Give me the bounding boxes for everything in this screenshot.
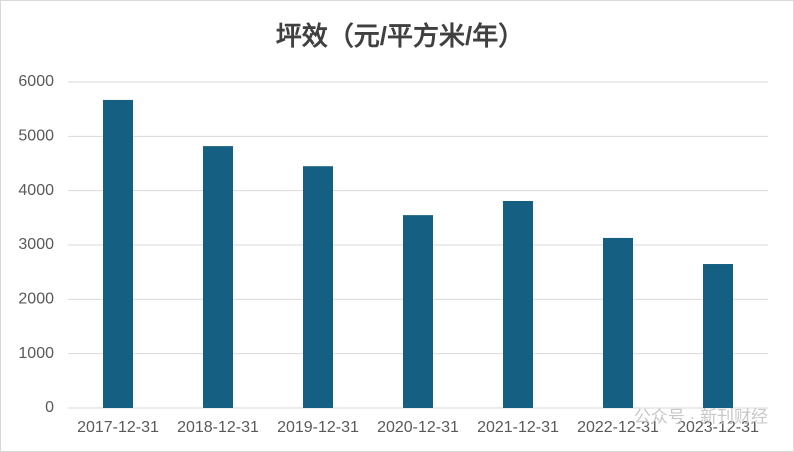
x-tick-label: 2017-12-31: [77, 419, 159, 436]
bar: [603, 237, 633, 408]
bar: [103, 99, 133, 409]
y-tick-label: 1000: [18, 345, 54, 362]
bar: [703, 264, 733, 408]
y-tick-label: 3000: [18, 236, 54, 253]
bar: [503, 200, 533, 408]
y-tick-label: 6000: [18, 73, 54, 90]
bar: [203, 146, 233, 408]
x-tick-label: 2020-12-31: [377, 419, 459, 436]
bar: [303, 166, 333, 408]
y-tick-label: 5000: [18, 128, 54, 145]
y-tick-label: 0: [45, 399, 54, 416]
x-tick-label: 2021-12-31: [477, 419, 559, 436]
x-tick-label: 2022-12-31: [577, 419, 659, 436]
x-tick-label: 2023-12-31: [677, 419, 759, 436]
x-tick-label: 2019-12-31: [277, 419, 359, 436]
x-tick-label: 2018-12-31: [177, 419, 259, 436]
y-tick-label: 2000: [18, 291, 54, 308]
bar: [403, 215, 433, 408]
chart-title: 坪效（元/平方米/年）: [276, 21, 524, 51]
watermark: 公众号 · 新刊财经: [634, 407, 768, 426]
y-tick-label: 4000: [18, 182, 54, 199]
